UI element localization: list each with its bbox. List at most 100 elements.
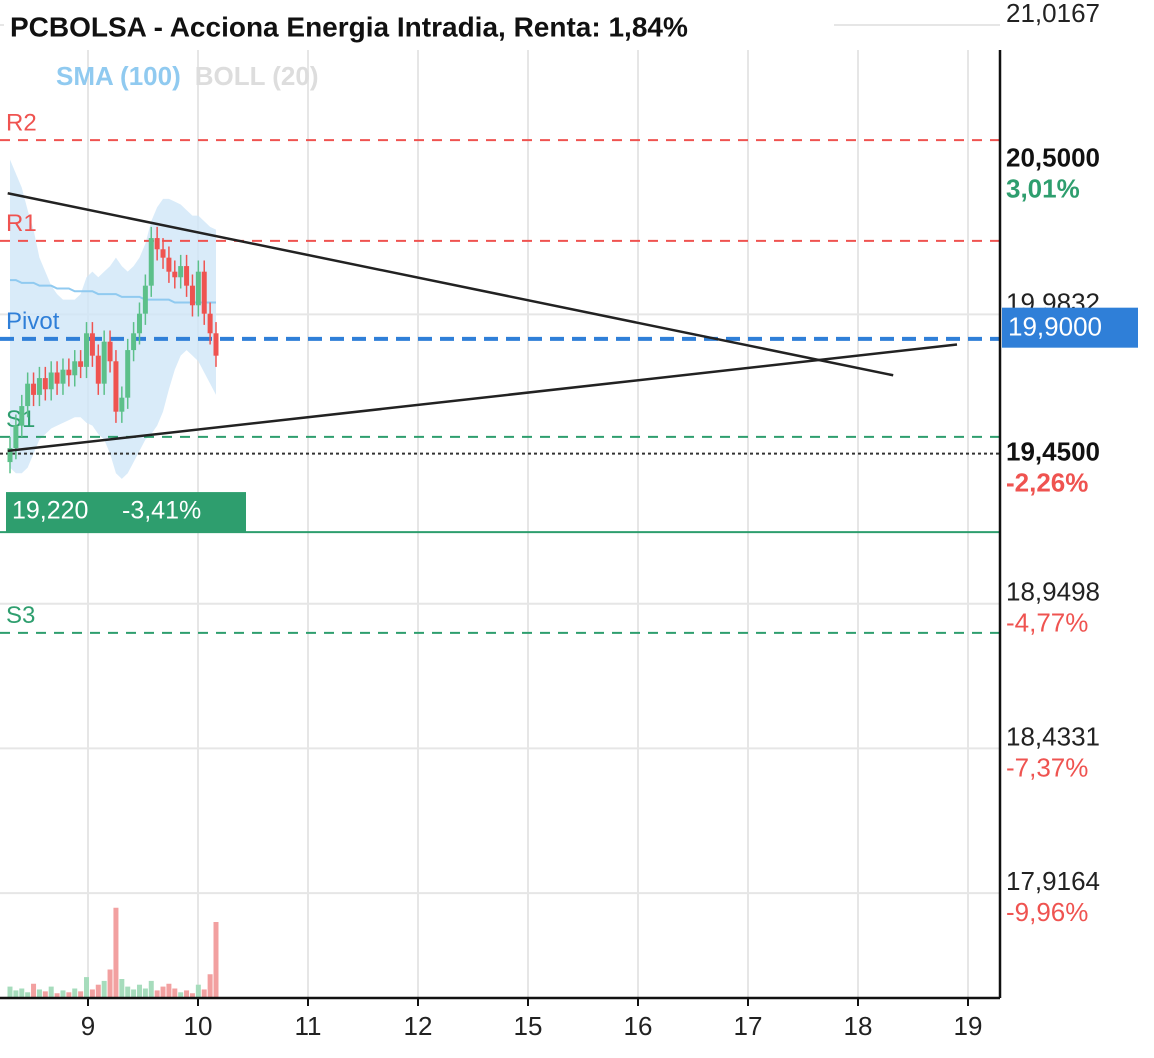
y-tick-label: 18,4331	[1006, 721, 1100, 751]
volume-bar	[107, 969, 113, 998]
alert-change: -3,41%	[122, 497, 201, 525]
chart-title: PCBOLSA - Acciona Energia Intradia, Rent…	[10, 11, 688, 42]
volume-bar	[66, 992, 72, 998]
alert-box	[6, 492, 246, 533]
candle-body	[25, 383, 31, 407]
candle-body	[54, 372, 60, 384]
candle-body	[148, 238, 154, 286]
legend-entry: SMA (100)	[56, 61, 181, 91]
volume-bar	[119, 979, 125, 998]
x-tick-label: 19	[954, 1011, 983, 1041]
volume-bar	[48, 986, 54, 998]
volume-bar	[25, 992, 31, 998]
volume-bar	[31, 983, 37, 998]
marked-level-change: -2,26%	[1006, 468, 1088, 498]
x-tick-label: 10	[184, 1011, 213, 1041]
candle-body	[189, 285, 195, 306]
volume-bar	[125, 986, 131, 998]
marked-level-label: 20,5000	[1006, 143, 1100, 173]
candle-body	[213, 333, 219, 356]
legend-entry: BOLL (20)	[195, 61, 319, 91]
volume-bar	[89, 989, 95, 998]
candle-body	[36, 378, 42, 395]
candle-body	[42, 378, 48, 390]
candle-body	[136, 313, 142, 334]
x-tick-label: 16	[624, 1011, 653, 1041]
volume-bar	[78, 991, 84, 998]
x-tick-label: 12	[404, 1011, 433, 1041]
volume-bar	[7, 986, 13, 998]
volume-bar	[84, 977, 90, 998]
candle-body	[72, 361, 78, 376]
x-tick-label: 9	[81, 1011, 95, 1041]
pivot-level-label: S3	[6, 602, 35, 629]
y-tick-label: 18,9498	[1006, 577, 1100, 607]
candle-body	[78, 361, 84, 367]
volume-bar	[42, 991, 48, 998]
candle-body	[207, 313, 213, 334]
alert-price: 19,220	[12, 497, 88, 525]
candle-body	[131, 333, 137, 351]
x-tick-label: 17	[734, 1011, 763, 1041]
sma-line	[10, 279, 216, 304]
volume-bar	[54, 993, 60, 998]
candle-body	[101, 341, 107, 384]
last-price-label: 19,9000	[1008, 312, 1102, 342]
candle-body	[89, 333, 95, 356]
y-tick-change: -4,77%	[1006, 608, 1088, 638]
volume-bar	[154, 990, 160, 998]
candle-body	[195, 271, 201, 306]
candle-body	[184, 266, 190, 286]
candle-body	[125, 350, 131, 398]
volume-bar	[207, 974, 213, 998]
volume-bar	[131, 989, 137, 998]
x-tick-label: 15	[514, 1011, 543, 1041]
candle-body	[13, 425, 19, 449]
candle-body	[31, 383, 37, 395]
candle-body	[19, 406, 25, 426]
candle-body	[166, 257, 172, 272]
x-tick-label: 11	[295, 1011, 322, 1041]
last-price-box	[1002, 307, 1138, 348]
volume-bar	[195, 984, 201, 998]
candle-body	[60, 369, 66, 384]
candle-body	[201, 271, 207, 314]
candle-body	[84, 333, 90, 367]
volume-bar	[166, 983, 172, 998]
candle-body	[119, 397, 125, 412]
candle-body	[107, 341, 113, 362]
volume-bar	[36, 989, 42, 998]
trendline	[7, 192, 894, 377]
candle-body	[160, 249, 166, 258]
candle-body	[66, 369, 72, 376]
candle-body	[7, 448, 13, 463]
marked-level-change: 3,01%	[1006, 174, 1080, 204]
volume-bar	[189, 993, 195, 998]
bollinger-band	[10, 159, 216, 479]
x-tick-label: 18	[844, 1011, 873, 1041]
volume-bar	[136, 984, 142, 998]
pivot-level-label: Pivot	[6, 308, 60, 335]
volume-bar	[72, 988, 78, 998]
volume-bar	[142, 988, 148, 998]
volume-bar	[13, 990, 19, 998]
y-tick-change: -9,96%	[1006, 897, 1088, 927]
volume-bar	[60, 990, 66, 998]
volume-bar	[178, 992, 184, 998]
candle-body	[48, 372, 54, 390]
candle-body	[178, 266, 184, 278]
volume-bar	[213, 922, 219, 998]
y-tick-label: 17,9164	[1006, 866, 1100, 896]
pivot-level-label: R2	[6, 109, 37, 136]
volume-bar	[184, 990, 190, 998]
candle-body	[154, 238, 160, 250]
volume-bar	[201, 989, 207, 998]
marked-level-label: 19,4500	[1006, 437, 1100, 467]
candle-body	[113, 361, 119, 412]
trendline	[7, 343, 958, 453]
title-box	[4, 4, 834, 50]
y-tick-label: 21,0167	[1006, 0, 1100, 28]
candle-body	[172, 271, 178, 278]
volume-bar	[95, 984, 101, 998]
